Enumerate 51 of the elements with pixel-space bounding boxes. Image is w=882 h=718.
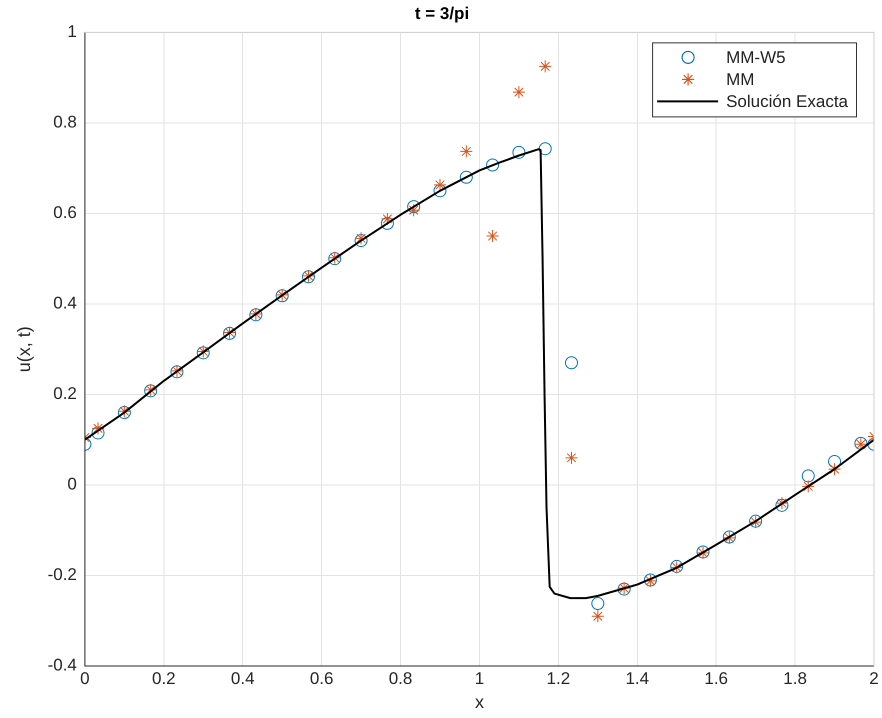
- point: [407, 200, 420, 214]
- point: [802, 480, 815, 493]
- legend-label: MM-W5: [726, 48, 786, 68]
- point: [828, 454, 842, 468]
- y-tick-label: 1: [67, 22, 77, 42]
- point: [92, 422, 105, 435]
- point: [538, 60, 552, 73]
- legend-label: Solución Exacta: [726, 92, 849, 112]
- point: [460, 170, 473, 184]
- x-tick-label: 1: [474, 668, 484, 688]
- point: [486, 158, 500, 172]
- point: [538, 142, 552, 156]
- point: [92, 426, 105, 440]
- chart-title: t = 3/pi: [414, 4, 470, 23]
- point: [828, 462, 842, 476]
- x-axis-title: x: [474, 692, 484, 712]
- y-tick-label: -0.2: [48, 565, 77, 584]
- y-tick-label: 0.4: [53, 294, 77, 313]
- point: [460, 144, 473, 158]
- point: [433, 178, 446, 192]
- x-tick-label: 1.4: [625, 668, 650, 688]
- point: [380, 212, 394, 226]
- y-tick-label: 0.6: [53, 203, 77, 222]
- x-tick-label: 0.2: [152, 668, 176, 688]
- point: [802, 469, 815, 482]
- point: [512, 146, 526, 159]
- point: [591, 610, 604, 623]
- point: [591, 597, 604, 610]
- point: [512, 86, 526, 99]
- x-tick-label: 0.8: [388, 668, 412, 688]
- point: [407, 204, 420, 217]
- x-tick-label: 1.6: [704, 668, 728, 688]
- y-tick-label: 0: [67, 474, 77, 494]
- x-tick-label: 0.6: [310, 668, 334, 688]
- point: [354, 232, 368, 245]
- x-tick-label: 0.4: [230, 668, 255, 688]
- point: [354, 234, 368, 248]
- point: [486, 230, 500, 243]
- point: [433, 184, 446, 198]
- x-tick-label: 0: [80, 668, 90, 688]
- point: [380, 216, 394, 230]
- x-tick-label: 2: [869, 668, 879, 688]
- x-tick-label: 1.8: [783, 668, 807, 688]
- y-tick-label: -0.4: [48, 656, 77, 675]
- y-axis-title: u(x, t): [14, 326, 34, 372]
- y-tick-label: 0.2: [53, 384, 77, 404]
- legend-label: MM: [726, 70, 754, 90]
- x-tick-label: 1.2: [546, 668, 570, 688]
- y-tick-label: 0.8: [53, 112, 77, 132]
- point: [564, 356, 578, 370]
- point: [564, 451, 578, 464]
